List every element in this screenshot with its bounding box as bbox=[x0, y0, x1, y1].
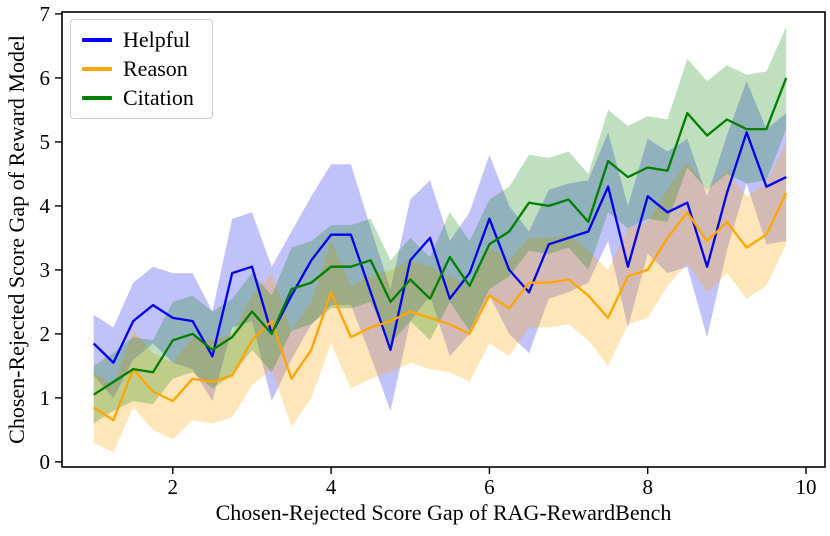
axes-box bbox=[61, 11, 826, 468]
y-tick-label: 4 bbox=[40, 194, 51, 218]
citation-line-swatch-icon bbox=[82, 96, 112, 100]
x-tick-label: 10 bbox=[796, 475, 817, 499]
x-tick-label: 6 bbox=[484, 475, 495, 499]
helpful-line bbox=[92, 131, 787, 364]
y-tick-label: 2 bbox=[40, 322, 51, 346]
y-tick-label: 6 bbox=[40, 66, 51, 90]
reason-line-swatch-icon bbox=[82, 67, 112, 71]
reason-confidence-band bbox=[93, 141, 787, 453]
y-axis-label: Chosen-Rejected Score Gap of Reward Mode… bbox=[4, 35, 29, 444]
y-tick-label: 5 bbox=[40, 130, 51, 154]
y-tick-label: 1 bbox=[40, 386, 51, 410]
legend-label-helpful: Helpful bbox=[123, 27, 191, 52]
y-tick-label: 0 bbox=[40, 450, 51, 474]
legend-item-citation: Citation bbox=[82, 85, 194, 111]
x-tick-label: 4 bbox=[326, 475, 337, 499]
legend-label-citation: Citation bbox=[123, 85, 194, 110]
legend-label-reason: Reason bbox=[123, 56, 188, 81]
legend-item-helpful: Helpful bbox=[82, 27, 194, 53]
legend-item-reason: Reason bbox=[82, 56, 194, 82]
x-tick-label: 8 bbox=[642, 475, 653, 499]
y-tick-label: 7 bbox=[40, 2, 51, 26]
x-axis-label: Chosen-Rejected Score Gap of RAG-RewardB… bbox=[215, 500, 672, 525]
reason-line bbox=[93, 192, 788, 422]
citation-line bbox=[93, 77, 788, 396]
y-tick-label: 3 bbox=[40, 258, 51, 282]
helpful-line-swatch-icon bbox=[82, 38, 112, 42]
x-tick-label: 2 bbox=[168, 475, 179, 499]
legend: Helpful Reason Citation bbox=[70, 19, 213, 119]
